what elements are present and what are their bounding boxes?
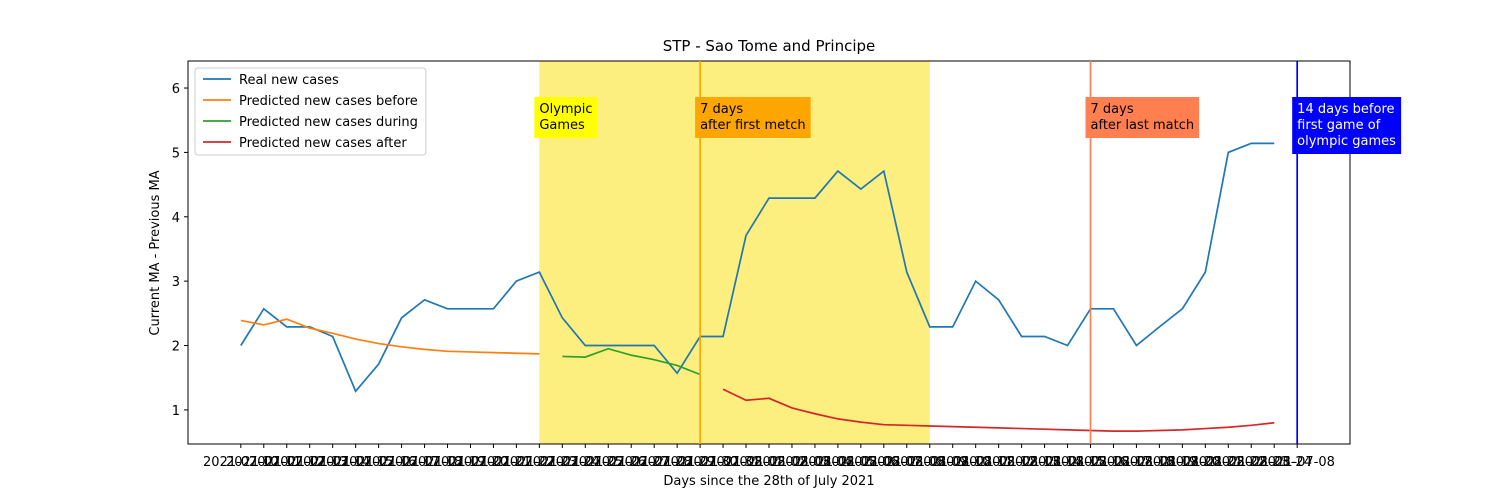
annotation-box xyxy=(1085,97,1200,138)
y-tick-label: 1 xyxy=(172,404,180,419)
annotation-box xyxy=(695,97,811,138)
x-tick-label: 2021-07-18 xyxy=(387,455,463,470)
legend-label: Predicted new cases before xyxy=(239,94,418,109)
x-tick-label: 2021-08-02 xyxy=(731,455,807,470)
series-line xyxy=(562,347,701,376)
y-tick-label: 4 xyxy=(172,211,180,226)
x-tick-label: 2021-07-28 xyxy=(616,455,692,470)
x-tick-label: 2021-07-16 xyxy=(341,455,417,470)
x-tick-label: 2021-07-25 xyxy=(548,455,624,470)
chart-title: STP - Sao Tome and Principe xyxy=(663,37,876,55)
x-tick-label: 2021-07-15 xyxy=(318,455,394,470)
annotation: Olympic Games xyxy=(534,97,598,138)
x-tick-label: 2021-08-18 xyxy=(1099,455,1175,470)
annotation-text: 7 days after first metch xyxy=(700,102,806,133)
annotation-box xyxy=(1292,97,1402,154)
x-tick-label: 2021-08-06 xyxy=(823,455,899,470)
x-tick-label: 2021-07-19 xyxy=(410,455,486,470)
y-tick-label: 3 xyxy=(172,275,180,290)
x-tick-label: 2021-08-14 xyxy=(1007,455,1083,470)
x-tick-label: 2021-08-22 xyxy=(1191,455,1267,470)
x-tick-label: 2021-07-10 xyxy=(203,455,279,470)
annotation-line-text: after first metch xyxy=(700,118,806,133)
x-tick-label: 2021-08-17 xyxy=(1076,455,1152,470)
x-tick-label: 2021-08-23 xyxy=(1213,455,1289,470)
x-tick-label: 2021-08-01 xyxy=(708,455,784,470)
annotation-text: 14 days before first game of olympic games xyxy=(1297,102,1396,149)
x-tick-label: 2021-07-22 xyxy=(479,455,555,470)
annotation-line-text: olympic games xyxy=(1297,134,1396,149)
x-tick-label: 2021-08-07 xyxy=(846,455,922,470)
x-tick-label: 2021-07-17 xyxy=(364,455,440,470)
legend-box xyxy=(194,67,427,156)
legend: Real new cases Predicted new cases before… xyxy=(194,67,427,156)
x-tick-label: 2021-08-16 xyxy=(1053,455,1129,470)
x-tick-label: 2021-08-09 xyxy=(892,455,968,470)
x-tick-label: 2021-08-05 xyxy=(800,455,876,470)
x-tick-label: 2021-08-12 xyxy=(961,455,1037,470)
y-axis-label: Current MA - Previous MA xyxy=(148,170,163,335)
x-tick-label: 2021-07-23 xyxy=(502,455,578,470)
x-tick-label: 2021-07-11 xyxy=(226,455,302,470)
x-tick-label: 2021-08-08 xyxy=(869,455,945,470)
annotation: 7 days after first metch xyxy=(695,97,811,138)
x-tick-label: 2021-08-04 xyxy=(777,455,853,470)
annotation-text: 7 days after last match xyxy=(1091,102,1195,133)
x-tick-label: 2021-07-21 xyxy=(456,455,532,470)
annotation: 7 days after last match xyxy=(1085,97,1200,138)
series-line xyxy=(240,142,1275,393)
x-tick-label: 2021-08-24 xyxy=(1236,455,1312,470)
x-tick-label: 2021-08-11 xyxy=(938,455,1014,470)
x-tick-label: 2021-08-10 xyxy=(915,455,991,470)
x-tick-label: 2021-08-21 xyxy=(1168,455,1244,470)
y-tick-label: 6 xyxy=(172,82,180,97)
x-tick-label: 2021-07-12 xyxy=(249,455,325,470)
annotation-line-text: after last match xyxy=(1091,118,1195,133)
x-tick-label: 2021-07-13 xyxy=(272,455,348,470)
annotation-line-text: 14 days before xyxy=(1297,102,1394,117)
x-tick-label: 2021-07-31 xyxy=(685,455,761,470)
annotation-box xyxy=(534,97,598,138)
y-tick-label: 2 xyxy=(172,340,180,355)
annotation-line-text: first game of xyxy=(1297,118,1381,133)
annotation: 14 days before first game of olympic games xyxy=(1292,97,1402,154)
annotation-line-text: 7 days xyxy=(1091,102,1134,117)
x-tick-label: 2021-07-29 xyxy=(639,455,715,470)
x-tick-label: 2021-08-03 xyxy=(754,455,830,470)
x-tick-label: 2021-07-24 xyxy=(525,455,601,470)
x-tick-label: 2021-08-19 xyxy=(1122,455,1198,470)
annotation-line-text: Games xyxy=(539,118,585,133)
legend-label: Real new cases xyxy=(239,73,339,88)
x-tick-label: 2021-07-27 xyxy=(593,455,669,470)
x-tick-label: 2021-07-30 xyxy=(662,455,738,470)
annotation-line-text: 7 days xyxy=(700,102,743,117)
y-tick-label: 5 xyxy=(172,146,180,161)
x-tick-label: 2021-08-13 xyxy=(984,455,1060,470)
x-tick-label: 2021-08-20 xyxy=(1145,455,1221,470)
x-tick-label: 2021-07-08 xyxy=(1259,455,1335,470)
series-line xyxy=(240,318,540,355)
annotation-text: Olympic Games xyxy=(539,102,592,133)
x-tick-label: 2021-07-14 xyxy=(295,455,371,470)
x-tick-label: 2021-08-15 xyxy=(1030,455,1106,470)
annotation-line-text: Olympic xyxy=(539,102,592,117)
legend-label: Predicted new cases during xyxy=(239,115,418,130)
x-tick-label: 2021-07-26 xyxy=(570,455,646,470)
x-tick-label: 2021-07-20 xyxy=(433,455,509,470)
x-axis-label: Days since the 28th of July 2021 xyxy=(663,474,874,489)
legend-label: Predicted new cases after xyxy=(239,136,407,151)
series-line xyxy=(722,388,1275,432)
